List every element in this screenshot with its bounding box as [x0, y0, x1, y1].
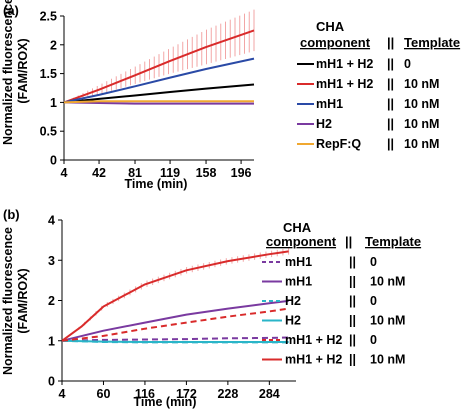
y-tick-label: 2: [48, 294, 55, 308]
legend-template-value: 10 nM: [370, 275, 405, 289]
legend-series-name: RepF:Q: [316, 137, 361, 151]
legend-b-header-component: component: [266, 234, 337, 249]
x-tick-label: 42: [92, 166, 106, 180]
x-tick-label: 228: [217, 387, 238, 401]
legend-separator: ||: [349, 255, 356, 269]
x-tick-label: 4: [59, 387, 66, 401]
y-tick-label: 2: [50, 38, 57, 52]
series-line-5: [61, 250, 289, 342]
series-line-0: [61, 336, 289, 342]
legend-template-value: 10 nM: [404, 117, 439, 131]
legend-series-name: mH1 + H2: [316, 57, 373, 71]
series-line-1: [61, 299, 289, 342]
series-line-3: [63, 101, 254, 105]
legend-series-name: mH1 + H2: [316, 77, 373, 91]
legend-separator: ||: [349, 333, 356, 347]
panel-b-xlabel: Time (min): [134, 395, 197, 409]
legend-separator: ||: [349, 275, 356, 289]
legend-template-value: 10 nM: [370, 314, 405, 328]
panel-b-ylabel-line2: (FAM/ROX): [16, 268, 30, 333]
legend-series-name: mH1 + H2: [285, 353, 342, 367]
y-tick-label: 0: [50, 154, 57, 168]
legend-template-value: 10 nM: [370, 353, 405, 367]
panel-a-xlabel: Time (min): [125, 177, 188, 191]
legend-b-header-cha: CHA: [283, 220, 312, 235]
x-tick-label: 284: [259, 387, 280, 401]
legend-series-name: mH1 + H2: [285, 333, 342, 347]
y-tick-label: 1: [50, 96, 57, 110]
legend-a-header-component: component: [300, 35, 371, 50]
y-tick-label: 1: [48, 334, 55, 348]
legend-template-value: 0: [370, 333, 377, 347]
series-line-4: [63, 100, 254, 104]
legend-template-value: 10 nM: [404, 97, 439, 111]
panel-a-series: [63, 9, 255, 105]
legend-template-value: 0: [404, 57, 411, 71]
legend-template-value: 0: [370, 294, 377, 308]
legend-series-name: H2: [285, 294, 301, 308]
legend-a-header-cha: CHA: [316, 19, 345, 34]
legend-series-name: H2: [285, 314, 301, 328]
series-line-0: [63, 83, 255, 104]
panel-b-axes: 0 1 2 3 4 4 60 116 172 228 284: [48, 214, 296, 401]
y-tick-label: 3: [48, 254, 55, 268]
legend-separator: ||: [349, 353, 356, 367]
panel-a-axes: 0 0.5 1 1.5 2 2.5 4 42 81 119 158 196: [40, 10, 254, 180]
panel-a-label: (a): [3, 3, 19, 18]
x-tick-label: 172: [176, 387, 197, 401]
y-tick-label: 2.5: [40, 10, 57, 24]
x-tick-label: 119: [160, 166, 180, 180]
legend-b-header-separator: ||: [345, 234, 352, 249]
y-tick-label: 0.5: [40, 125, 57, 139]
panel-a-ylabel-line1: Normalized fluorescence: [1, 0, 15, 145]
y-tick-label: 1.5: [40, 67, 57, 81]
series-line-4: [61, 307, 289, 342]
x-tick-label: 116: [135, 387, 155, 401]
legend-series-name: mH1: [316, 97, 343, 111]
panel-b-ylabel-line1: Normalized fluorescence: [1, 227, 15, 375]
legend-series-name: H2: [316, 117, 332, 131]
legend-separator: ||: [387, 77, 394, 91]
x-tick-label: 60: [97, 387, 111, 401]
legend-separator: ||: [349, 314, 356, 328]
legend-a-header-template: Template: [404, 35, 460, 50]
legend-template-value: 10 nM: [404, 137, 439, 151]
panel-b: (b) Normalized fluorescence (FAM/ROX) Ti…: [1, 207, 421, 409]
legend-template-value: 10 nM: [404, 77, 439, 91]
x-tick-label: 81: [128, 166, 142, 180]
panel-b-legend: CHA component || Template mH1 || 0 mH1 || 10 …: [262, 220, 421, 367]
panel-b-series: [61, 248, 290, 344]
legend-b-header-template: Template: [365, 234, 421, 249]
legend-series-name: mH1: [285, 275, 312, 289]
panel-b-label: (b): [3, 207, 20, 222]
legend-separator: ||: [387, 137, 394, 151]
legend-separator: ||: [349, 294, 356, 308]
legend-series-name: mH1: [285, 255, 312, 269]
y-tick-label: 4: [48, 214, 55, 228]
legend-separator: ||: [387, 97, 394, 111]
legend-separator: ||: [387, 117, 394, 131]
x-tick-label: 158: [196, 166, 217, 180]
x-tick-label: 196: [231, 166, 252, 180]
x-tick-label: 4: [61, 166, 68, 180]
legend-a-header-separator: ||: [387, 35, 394, 50]
legend-separator: ||: [387, 57, 394, 71]
panel-a: (a) Normalized fluorescence (FAM/ROX) Ti…: [1, 0, 460, 191]
panel-a-legend: CHA component || Template mH1 + H2 || 0 mH1…: [297, 19, 460, 151]
series-line-1: [63, 29, 255, 104]
legend-template-value: 0: [370, 255, 377, 269]
series-line-2: [63, 57, 255, 104]
series-line-3: [61, 339, 289, 343]
y-tick-label: 0: [48, 375, 55, 389]
panel-a-ylabel-line2: (FAM/ROX): [16, 38, 30, 103]
